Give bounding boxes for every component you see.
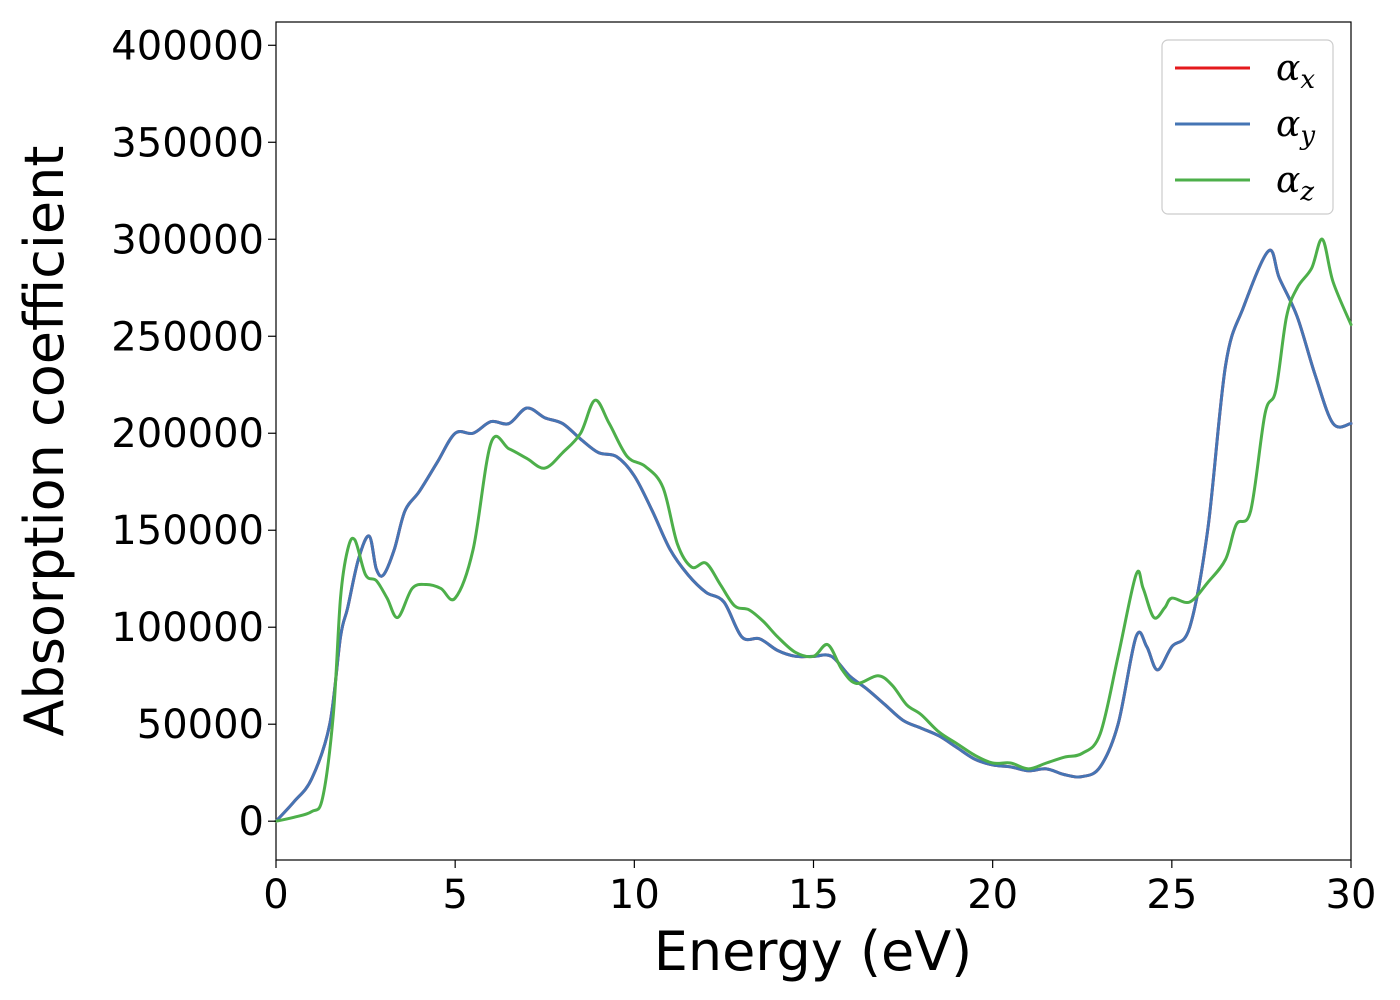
y-tick-label: 250000 bbox=[111, 314, 264, 360]
y-tick-label: 50000 bbox=[137, 702, 264, 748]
x-tick-label: 20 bbox=[967, 872, 1018, 918]
y-tick-label: 300000 bbox=[111, 217, 264, 263]
legend-label-alpha-x: αx bbox=[1276, 48, 1315, 95]
y-tick-label: 400000 bbox=[111, 23, 264, 69]
legend-label-alpha-z: αz bbox=[1276, 160, 1314, 207]
x-tick-label: 10 bbox=[609, 872, 660, 918]
x-tick-label: 0 bbox=[263, 872, 288, 918]
y-tick-label: 200000 bbox=[111, 411, 264, 457]
legend-box bbox=[1161, 39, 1334, 215]
y-tick-label: 100000 bbox=[111, 605, 264, 651]
series-line-alpha-z bbox=[274, 237, 1353, 823]
legend: αx αy αz bbox=[1161, 39, 1334, 215]
legend-label-alpha-y: αy bbox=[1276, 104, 1315, 151]
y-axis-ticks: 0 50000 100000 150000 200000 250000 300000 3500… bbox=[111, 23, 276, 845]
x-axis-ticks: 0 5 10 15 20 25 30 bbox=[263, 860, 1376, 918]
y-tick-label: 0 bbox=[239, 799, 264, 845]
y-tick-label: 350000 bbox=[111, 120, 264, 166]
x-tick-label: 15 bbox=[788, 872, 839, 918]
series-line-alpha-y bbox=[274, 248, 1353, 823]
y-axis-title: Absorption coefficient bbox=[13, 146, 76, 737]
y-tick-label: 150000 bbox=[111, 508, 264, 554]
x-tick-label: 25 bbox=[1146, 872, 1197, 918]
x-tick-label: 5 bbox=[442, 872, 467, 918]
series-layer bbox=[274, 237, 1353, 823]
series-line-alpha-x bbox=[274, 248, 1353, 823]
x-tick-label: 30 bbox=[1326, 872, 1377, 918]
x-axis-title: Energy (eV) bbox=[654, 920, 973, 983]
